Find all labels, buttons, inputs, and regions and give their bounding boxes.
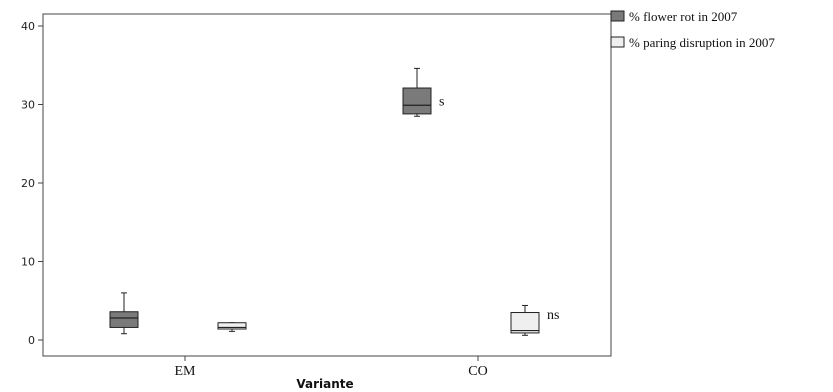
box-em-series-1 (109, 292, 139, 335)
x-axis-title: Variante (296, 377, 353, 391)
x-tick-label: CO (468, 364, 487, 379)
legend-label: % paring disruption in 2007 (629, 35, 775, 50)
box-iqr (510, 312, 540, 334)
plot-area (42, 13, 612, 357)
x-tick-label: EM (175, 364, 197, 379)
significance-label: s (439, 95, 444, 110)
box-co-series-1 (402, 67, 432, 117)
legend-label: % flower rot in 2007 (629, 9, 738, 24)
legend-swatch (610, 36, 625, 48)
y-tick-label: 10 (21, 256, 35, 269)
box-iqr (109, 311, 139, 328)
y-tick-label: 0 (28, 334, 35, 347)
box-iqr (402, 87, 432, 115)
legend-swatch (610, 10, 625, 22)
legend: % flower rot in 2007 % paring disruption … (610, 9, 775, 50)
y-tick-label: 30 (21, 99, 35, 112)
annotation-group: s ns (439, 95, 559, 324)
box-co-series-2 (510, 304, 540, 336)
y-tick-label: 20 (21, 177, 35, 190)
box-series-group (109, 67, 540, 336)
x-axis: EM CO (175, 356, 488, 379)
significance-label: ns (547, 308, 559, 323)
y-tick-label: 40 (21, 20, 35, 33)
y-axis: 0 10 20 30 40 (21, 20, 43, 347)
box-iqr (217, 322, 247, 330)
box-em-series-2 (217, 322, 247, 332)
